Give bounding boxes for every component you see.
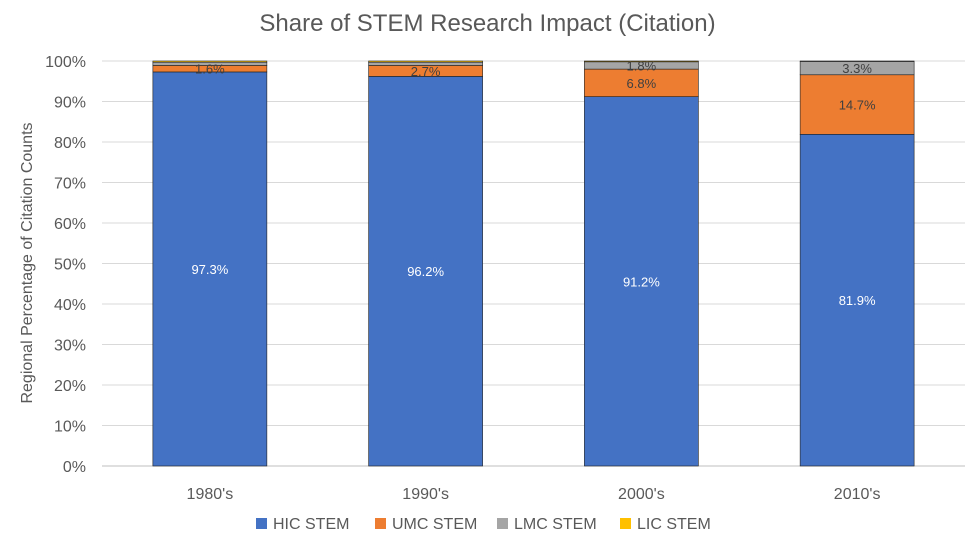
y-tick-label: 10%	[54, 419, 86, 436]
y-tick-label: 50%	[54, 257, 86, 274]
x-tick-label: 1990's	[402, 486, 449, 503]
y-tick-label: 30%	[54, 338, 86, 355]
legend-swatch-lic-stem	[620, 518, 631, 529]
data-label-hic-stem: 81.9%	[839, 293, 876, 308]
data-labels: 97.3% 1.6% 96.2% 2.7% 91.2% 6.8% 1.8% 81.9% 14.7…	[191, 58, 876, 308]
y-tick-label: 0%	[63, 459, 86, 476]
data-label-lmc-stem: 3.3%	[842, 61, 872, 76]
legend-swatch-lmc-stem	[497, 518, 508, 529]
data-label-hic-stem: 97.3%	[191, 262, 228, 277]
data-label-umc-stem: 1.6%	[195, 62, 225, 77]
bar-segment-lic-stem	[152, 60, 268, 63]
data-label-umc-stem: 6.8%	[627, 76, 657, 91]
x-tick-label: 2000's	[618, 486, 665, 503]
bar-segment-hic-stem	[152, 71, 268, 467]
bar-segment-hic-stem	[368, 76, 483, 467]
data-label-hic-stem: 96.2%	[407, 264, 444, 279]
y-axis-title: Regional Percentage of Citation Counts	[19, 122, 36, 403]
x-axis-tick-labels: 1980's 1990's 2000's 2010's	[187, 486, 881, 503]
y-tick-label: 40%	[54, 297, 86, 314]
x-tick-label: 1980's	[187, 486, 234, 503]
data-label-umc-stem: 14.7%	[839, 98, 876, 113]
bar-segment-lic-stem	[368, 60, 483, 63]
data-label-hic-stem: 91.2%	[623, 274, 660, 289]
legend-label-lmc-stem: LMC STEM	[514, 516, 597, 533]
y-axis-tick-labels: 0% 10% 20% 30% 40% 50% 60% 70% 80% 90% 100%	[45, 54, 86, 476]
y-tick-label: 70%	[54, 176, 86, 193]
legend-swatch-hic-stem	[256, 518, 267, 529]
y-tick-label: 100%	[45, 54, 86, 71]
legend-label-lic-stem: LIC STEM	[637, 516, 711, 533]
bars	[152, 60, 915, 467]
data-label-lmc-stem: 1.8%	[627, 58, 657, 73]
y-tick-label: 90%	[54, 95, 86, 112]
bar-segment-umc-stem	[799, 74, 915, 135]
bar-segment-hic-stem	[799, 134, 915, 467]
legend-label-umc-stem: UMC STEM	[392, 516, 477, 533]
bar-segment-hic-stem	[584, 96, 699, 467]
bar-segment-lic-stem	[584, 60, 699, 63]
y-tick-label: 60%	[54, 216, 86, 233]
y-tick-label: 20%	[54, 378, 86, 395]
data-label-umc-stem: 2.7%	[411, 64, 441, 79]
legend-swatch-umc-stem	[375, 518, 386, 529]
chart-title: Share of STEM Research Impact (Citation)	[259, 10, 716, 37]
legend: HIC STEM UMC STEM LMC STEM LIC STEM	[256, 516, 711, 533]
legend-label-hic-stem: HIC STEM	[273, 516, 349, 533]
x-tick-label: 2010's	[834, 486, 881, 503]
y-tick-label: 80%	[54, 135, 86, 152]
